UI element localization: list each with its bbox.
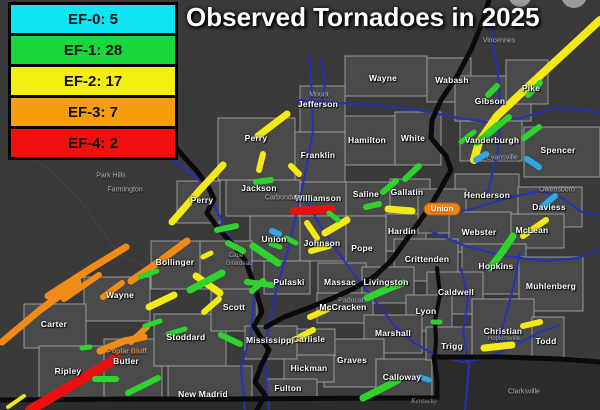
- terrain-line: [19, 149, 151, 271]
- out-of-area-region: [0, 356, 600, 410]
- map-control-button[interactable]: [561, 0, 587, 8]
- highway-line: [459, 267, 471, 410]
- tornado-track-ef2: [304, 220, 320, 241]
- tornado-track-ef3: [128, 324, 150, 345]
- tornado-track-ef1: [458, 129, 477, 145]
- legend-row-ef3: EF-3: 7: [11, 98, 175, 129]
- county-shape: [503, 213, 565, 249]
- tornado-track-ef1: [125, 375, 161, 396]
- legend-row-ef2: EF-2: 17: [11, 67, 175, 98]
- tornado-track-ef2: [289, 327, 316, 344]
- legend-row-ef4: EF-4: 2: [11, 129, 175, 157]
- tornado-track-ef2: [321, 216, 351, 237]
- map-control-button[interactable]: [509, 0, 531, 7]
- tornado-track-ef3: [44, 243, 130, 300]
- tornado-track-ef1: [485, 83, 500, 98]
- tornado-track-ef1: [268, 241, 283, 250]
- tornado-track-ef2: [168, 161, 227, 226]
- tornado-track-ef0: [524, 156, 542, 170]
- river-border-line: [0, 354, 600, 403]
- tornado-track-ef2: [308, 243, 332, 254]
- river-border-line: [263, 0, 492, 330]
- tornado-track-ef1: [186, 269, 226, 294]
- tornado-track-ef2: [480, 341, 516, 352]
- tornado-track-ef2: [307, 306, 331, 320]
- tornado-track-ef1: [380, 178, 399, 195]
- county-shape: [344, 55, 428, 97]
- tornado-track-ef3: [0, 278, 82, 346]
- tornado-track-ef1: [249, 242, 282, 267]
- highway-line: [319, 57, 327, 102]
- tornado-track-ef1: [525, 80, 543, 98]
- county-shape: [167, 365, 253, 399]
- tornado-track-ef1: [486, 232, 517, 272]
- tornado-track-ef1: [253, 177, 274, 185]
- tornado-track-ef2: [192, 272, 224, 297]
- tornado-track-ef1: [326, 210, 341, 223]
- tornado-track-ef2: [201, 296, 222, 315]
- tornado-track-ef2: [288, 163, 302, 177]
- tornado-track-ef1: [79, 344, 93, 351]
- county-shape: [263, 260, 311, 295]
- legend-row-ef1: EF-1: 28: [11, 36, 175, 67]
- tornado-track-ef1: [165, 326, 188, 337]
- tornado-track-ef4: [25, 354, 121, 410]
- highway-line: [485, 121, 502, 196]
- county-shape: [244, 325, 298, 360]
- county-shape: [266, 378, 318, 400]
- county-shape: [345, 181, 391, 217]
- highway-line: [487, 0, 502, 122]
- tornado-track-ef2: [6, 394, 26, 409]
- tornado-track-ef2: [256, 151, 266, 173]
- county-shape: [344, 115, 396, 166]
- tornado-track-ef1: [214, 223, 239, 233]
- tornado-track-ef1: [283, 235, 299, 246]
- highway-line: [455, 189, 600, 217]
- highway-line: [295, 98, 600, 124]
- tornado-track-ef1: [402, 163, 422, 182]
- tornado-track-ef0: [417, 374, 432, 383]
- tornado-track-ef4: [290, 205, 335, 215]
- tornado-track-ef2: [520, 319, 543, 329]
- tornado-track-ef0: [269, 228, 282, 237]
- tornado-track-ef1: [249, 278, 266, 294]
- tornado-track-ef1: [363, 201, 382, 210]
- county-shape: [294, 131, 346, 183]
- tornado-track-ef1: [521, 124, 542, 141]
- page-title: Observed Tornadoes in 2025: [186, 2, 540, 32]
- tornado-track-ef1: [359, 376, 402, 402]
- tornado-track-ef0: [473, 151, 489, 163]
- tornado-track-ef0: [540, 193, 558, 209]
- tornado-track-ef2: [520, 217, 549, 239]
- tornado-track-ef3: [100, 280, 125, 300]
- legend-row-ef0: EF-0: 5: [11, 5, 175, 36]
- tornado-track-ef2: [254, 110, 291, 140]
- county-shape: [225, 179, 301, 217]
- tornado-track-ef1: [484, 114, 512, 138]
- tornado-track-ef1: [363, 279, 407, 302]
- tornado-track-ef1: [225, 240, 246, 254]
- tornado-track-ef2: [145, 291, 178, 311]
- tornado-track-ef1: [137, 268, 160, 280]
- tornado-track-ef2: [384, 205, 416, 215]
- ef-scale-legend: EF-0: 5 EF-1: 28 EF-2: 17 EF-3: 7 EF-4: …: [8, 2, 178, 160]
- highway-line: [429, 229, 600, 263]
- county-shape: [523, 126, 600, 178]
- tornado-track-ef1: [142, 318, 163, 329]
- tornado-track-ef2: [200, 250, 214, 260]
- county-shape: [23, 303, 87, 349]
- tornado-track-ef1: [218, 332, 243, 347]
- highway-line: [494, 251, 522, 351]
- tornado-track-ef3: [61, 272, 102, 302]
